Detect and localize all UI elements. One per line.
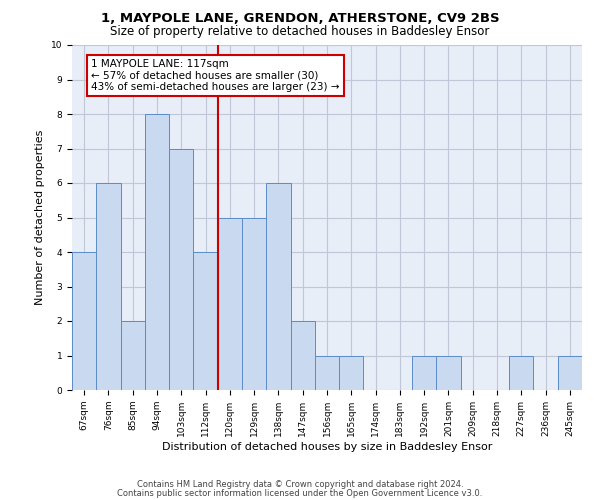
Bar [121, 321, 145, 390]
Text: 1 MAYPOLE LANE: 117sqm
← 57% of detached houses are smaller (30)
43% of semi-det: 1 MAYPOLE LANE: 117sqm ← 57% of detached… [91, 59, 340, 92]
Y-axis label: Number of detached properties: Number of detached properties [35, 130, 45, 305]
Bar [242, 218, 266, 390]
Bar [436, 356, 461, 390]
Text: 1, MAYPOLE LANE, GRENDON, ATHERSTONE, CV9 2BS: 1, MAYPOLE LANE, GRENDON, ATHERSTONE, CV… [101, 12, 499, 26]
Text: Contains HM Land Registry data © Crown copyright and database right 2024.: Contains HM Land Registry data © Crown c… [137, 480, 463, 489]
Bar [339, 356, 364, 390]
Bar [266, 183, 290, 390]
Bar [96, 183, 121, 390]
Bar [169, 148, 193, 390]
Bar [218, 218, 242, 390]
Text: Contains public sector information licensed under the Open Government Licence v3: Contains public sector information licen… [118, 488, 482, 498]
Bar [145, 114, 169, 390]
X-axis label: Distribution of detached houses by size in Baddesley Ensor: Distribution of detached houses by size … [162, 442, 492, 452]
Bar [193, 252, 218, 390]
Bar [509, 356, 533, 390]
Text: Size of property relative to detached houses in Baddesley Ensor: Size of property relative to detached ho… [110, 25, 490, 38]
Bar [558, 356, 582, 390]
Bar [290, 321, 315, 390]
Bar [412, 356, 436, 390]
Bar [315, 356, 339, 390]
Bar [72, 252, 96, 390]
